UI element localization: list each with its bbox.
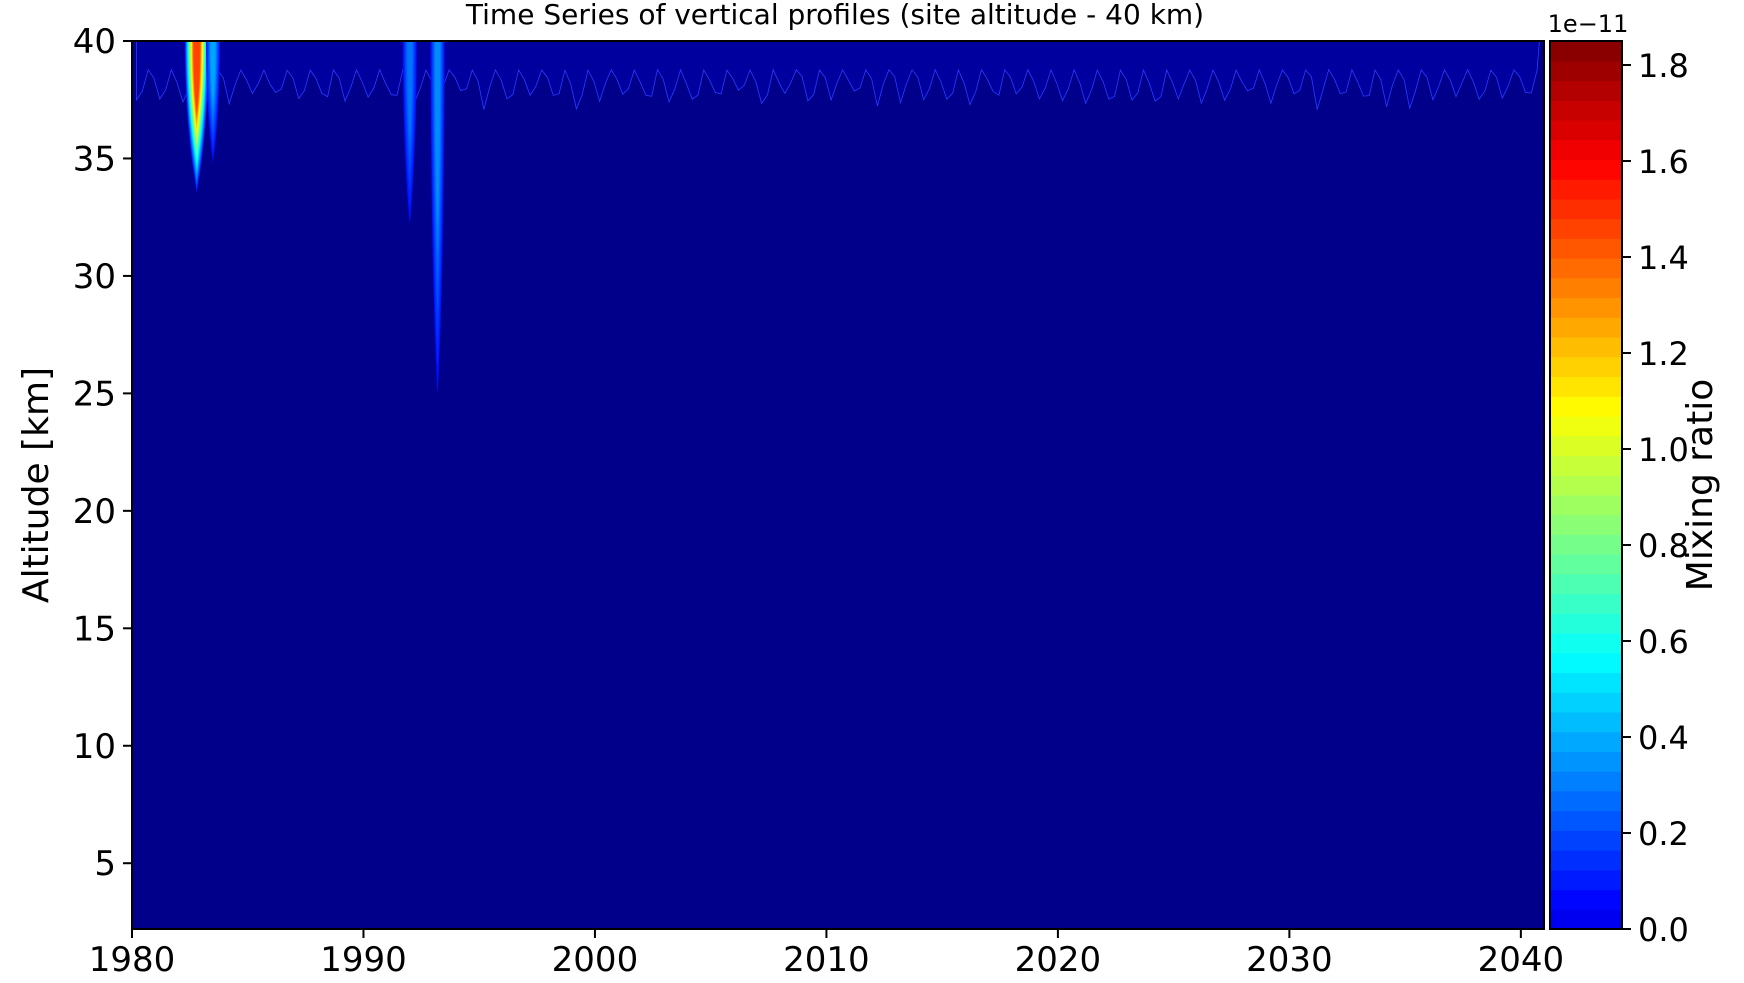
colorbar-band — [1550, 751, 1622, 772]
colorbar-band — [1550, 692, 1622, 713]
x-tick-label: 2020 — [1015, 940, 1102, 980]
colorbar-tick-label: 1.4 — [1638, 239, 1689, 277]
colorbar-band — [1550, 494, 1622, 516]
colorbar-tick-label: 0.0 — [1638, 911, 1689, 949]
colorbar-band — [1550, 909, 1622, 930]
colorbar-band — [1550, 119, 1622, 141]
plume-feature — [430, 41, 445, 394]
colorbar-tick-label: 1.8 — [1638, 47, 1689, 85]
colorbar-band — [1550, 889, 1622, 910]
colorbar-band — [1550, 415, 1622, 437]
colorbar-label: Mixing ratio — [1680, 379, 1721, 591]
colorbar-band — [1550, 179, 1622, 200]
colorbar-tick-label: 1.2 — [1638, 335, 1689, 373]
x-tick-label: 2040 — [1478, 940, 1565, 980]
colorbar-band — [1550, 277, 1622, 299]
colorbar-band — [1550, 317, 1622, 338]
colorbar-band — [1550, 830, 1622, 851]
y-tick-label: 10 — [73, 727, 116, 767]
plume-contour-level — [210, 41, 216, 104]
x-tick-label: 1980 — [89, 940, 176, 980]
colorbar-band — [1550, 672, 1622, 693]
colorbar-band — [1550, 139, 1622, 160]
colorbar-band — [1550, 731, 1622, 752]
colorbar-band — [1550, 850, 1622, 871]
y-axis-label: Altitude [km] — [16, 367, 57, 603]
plot-area — [131, 40, 1545, 930]
colorbar-band — [1550, 80, 1622, 101]
y-tick-label: 30 — [73, 257, 116, 297]
colorbar-band — [1550, 198, 1622, 220]
plume-contour-level — [193, 41, 201, 113]
x-tick-label: 1990 — [320, 940, 407, 980]
contour-features — [136, 41, 1540, 394]
colorbar-band — [1550, 790, 1622, 812]
colorbar-band — [1550, 396, 1622, 417]
colorbar-band — [1550, 771, 1622, 792]
colorbar-band — [1550, 554, 1622, 575]
plot-background — [132, 41, 1544, 929]
x-axis: 1980 1990 2000 2010 2020 2030 2040 — [89, 929, 1564, 980]
colorbar-band — [1550, 613, 1622, 634]
colorbar-band — [1550, 593, 1622, 614]
colorbar-frame — [1549, 40, 1623, 930]
colorbar-band — [1550, 514, 1622, 535]
x-tick-label: 2030 — [1246, 940, 1333, 980]
colorbar-tick-label: 0.2 — [1638, 815, 1689, 853]
y-tick-label: 25 — [73, 374, 116, 414]
colorbar-tick-label: 0.4 — [1638, 719, 1689, 757]
y-tick-label: 40 — [73, 22, 116, 62]
plot-frame — [131, 40, 1545, 930]
colorbar-tick-label: 1.0 — [1638, 431, 1689, 469]
plume-contour-level — [407, 41, 413, 141]
colorbar-band — [1550, 218, 1622, 239]
plume-contour-level — [435, 41, 441, 228]
y-tick-label: 20 — [73, 492, 116, 532]
colorbar-tick-label: 0.8 — [1638, 527, 1689, 565]
plume-feature — [206, 41, 221, 164]
colorbar-band — [1550, 810, 1622, 831]
colorbar-band — [1550, 573, 1622, 595]
colorbar-tick-label: 0.6 — [1638, 623, 1689, 661]
y-tick-label: 5 — [94, 844, 116, 884]
colorbar-band — [1550, 297, 1622, 318]
colorbar-band — [1550, 633, 1622, 654]
colorbar-band — [1550, 475, 1622, 496]
colorbar-tick-label: 1.6 — [1638, 143, 1689, 181]
colorbar-bands — [1550, 41, 1622, 930]
colorbar-band — [1550, 356, 1622, 378]
colorbar-band — [1550, 238, 1622, 259]
upper-contour-layer — [136, 41, 1540, 111]
colorbar-band — [1550, 159, 1622, 180]
colorbar-band — [1550, 376, 1622, 397]
colorbar-band — [1550, 652, 1622, 674]
y-tick-label: 15 — [73, 609, 116, 649]
colorbar-band — [1550, 100, 1622, 121]
plume-feature — [184, 41, 209, 194]
colorbar-scale-label: 1e−11 — [1548, 10, 1629, 38]
x-tick-label: 2010 — [783, 940, 870, 980]
plume-feature — [402, 41, 417, 225]
y-tick-label: 35 — [73, 139, 116, 179]
colorbar-band — [1550, 41, 1622, 62]
colorbar-band — [1550, 534, 1622, 555]
colorbar-band — [1550, 337, 1622, 358]
y-axis: 5 10 15 20 25 30 35 40 — [73, 22, 132, 884]
colorbar-ticks: 0.0 0.2 0.4 0.6 0.8 1.0 1.2 1.4 1.6 1.8 — [1622, 47, 1689, 949]
colorbar-band — [1550, 711, 1622, 733]
colorbar: 0.0 0.2 0.4 0.6 0.8 1.0 1.2 1.4 1.6 1.8 1e−11 Mix… — [1548, 10, 1721, 949]
chart-title: Time Series of vertical profiles (site a… — [465, 0, 1204, 31]
colorbar-band — [1550, 258, 1622, 279]
colorbar-band — [1550, 869, 1622, 891]
colorbar-band — [1550, 435, 1622, 456]
x-tick-label: 2000 — [552, 940, 639, 980]
colorbar-band — [1550, 60, 1622, 82]
colorbar-band — [1550, 455, 1622, 476]
